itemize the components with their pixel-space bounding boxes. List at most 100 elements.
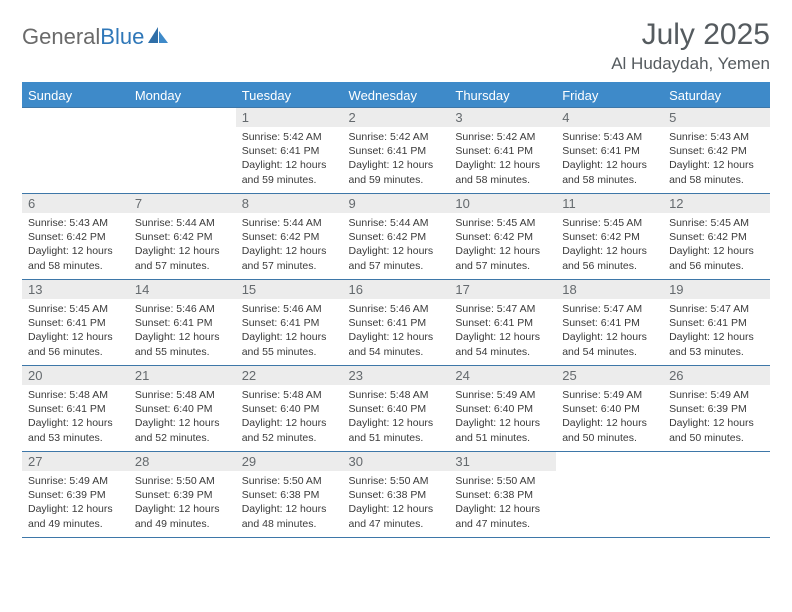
daylight-text: Daylight: 12 hours and 54 minutes. [349,330,444,358]
calendar-cell: 26Sunrise: 5:49 AMSunset: 6:39 PMDayligh… [663,366,770,452]
location: Al Hudaydah, Yemen [611,54,770,74]
day-header: Tuesday [236,83,343,108]
day-details: Sunrise: 5:42 AMSunset: 6:41 PMDaylight:… [449,127,556,191]
sunset-text: Sunset: 6:40 PM [455,402,550,416]
day-details: Sunrise: 5:48 AMSunset: 6:40 PMDaylight:… [129,385,236,449]
sunset-text: Sunset: 6:41 PM [28,316,123,330]
day-header: Sunday [22,83,129,108]
day-number: 28 [129,452,236,471]
sunrise-text: Sunrise: 5:50 AM [349,474,444,488]
day-details: Sunrise: 5:42 AMSunset: 6:41 PMDaylight:… [343,127,450,191]
day-number: 6 [22,194,129,213]
sunset-text: Sunset: 6:41 PM [455,144,550,158]
sunset-text: Sunset: 6:41 PM [455,316,550,330]
day-details: Sunrise: 5:49 AMSunset: 6:39 PMDaylight:… [22,471,129,535]
day-number: 12 [663,194,770,213]
day-details: Sunrise: 5:47 AMSunset: 6:41 PMDaylight:… [663,299,770,363]
calendar-cell: 27Sunrise: 5:49 AMSunset: 6:39 PMDayligh… [22,452,129,538]
sunrise-text: Sunrise: 5:49 AM [562,388,657,402]
sunset-text: Sunset: 6:41 PM [349,144,444,158]
day-number: 1 [236,108,343,127]
daylight-text: Daylight: 12 hours and 49 minutes. [28,502,123,530]
calendar-cell: 4Sunrise: 5:43 AMSunset: 6:41 PMDaylight… [556,108,663,194]
sunrise-text: Sunrise: 5:50 AM [242,474,337,488]
calendar-cell: 6Sunrise: 5:43 AMSunset: 6:42 PMDaylight… [22,194,129,280]
sunrise-text: Sunrise: 5:42 AM [349,130,444,144]
day-number: 24 [449,366,556,385]
logo: GeneralBlue [22,24,170,50]
calendar-cell: 30Sunrise: 5:50 AMSunset: 6:38 PMDayligh… [343,452,450,538]
day-number: 11 [556,194,663,213]
daylight-text: Daylight: 12 hours and 56 minutes. [28,330,123,358]
sunset-text: Sunset: 6:41 PM [242,316,337,330]
sunrise-text: Sunrise: 5:46 AM [242,302,337,316]
header: GeneralBlue July 2025 Al Hudaydah, Yemen [22,18,770,74]
sunset-text: Sunset: 6:39 PM [669,402,764,416]
day-number: 22 [236,366,343,385]
sunrise-text: Sunrise: 5:47 AM [669,302,764,316]
day-details: Sunrise: 5:42 AMSunset: 6:41 PMDaylight:… [236,127,343,191]
sunrise-text: Sunrise: 5:46 AM [349,302,444,316]
daylight-text: Daylight: 12 hours and 56 minutes. [562,244,657,272]
logo-blue-text: Blue [100,24,144,49]
day-details: Sunrise: 5:49 AMSunset: 6:39 PMDaylight:… [663,385,770,449]
daylight-text: Daylight: 12 hours and 51 minutes. [349,416,444,444]
day-number: 26 [663,366,770,385]
calendar-cell: 21Sunrise: 5:48 AMSunset: 6:40 PMDayligh… [129,366,236,452]
daylight-text: Daylight: 12 hours and 58 minutes. [28,244,123,272]
day-details: Sunrise: 5:44 AMSunset: 6:42 PMDaylight:… [343,213,450,277]
sunrise-text: Sunrise: 5:50 AM [455,474,550,488]
day-details: Sunrise: 5:46 AMSunset: 6:41 PMDaylight:… [129,299,236,363]
calendar-cell: 10Sunrise: 5:45 AMSunset: 6:42 PMDayligh… [449,194,556,280]
day-details: Sunrise: 5:45 AMSunset: 6:41 PMDaylight:… [22,299,129,363]
calendar-cell: 8Sunrise: 5:44 AMSunset: 6:42 PMDaylight… [236,194,343,280]
daylight-text: Daylight: 12 hours and 55 minutes. [135,330,230,358]
sunset-text: Sunset: 6:42 PM [669,230,764,244]
sunrise-text: Sunrise: 5:48 AM [28,388,123,402]
day-details: Sunrise: 5:43 AMSunset: 6:41 PMDaylight:… [556,127,663,191]
day-number: 23 [343,366,450,385]
day-details: Sunrise: 5:46 AMSunset: 6:41 PMDaylight:… [343,299,450,363]
logo-general-text: General [22,24,100,49]
day-details: Sunrise: 5:50 AMSunset: 6:38 PMDaylight:… [449,471,556,535]
calendar-cell: 11Sunrise: 5:45 AMSunset: 6:42 PMDayligh… [556,194,663,280]
day-details: Sunrise: 5:48 AMSunset: 6:40 PMDaylight:… [236,385,343,449]
calendar-cell: 13Sunrise: 5:45 AMSunset: 6:41 PMDayligh… [22,280,129,366]
sunset-text: Sunset: 6:41 PM [28,402,123,416]
day-details: Sunrise: 5:47 AMSunset: 6:41 PMDaylight:… [449,299,556,363]
sunset-text: Sunset: 6:42 PM [349,230,444,244]
sunrise-text: Sunrise: 5:49 AM [455,388,550,402]
day-number: 4 [556,108,663,127]
sunrise-text: Sunrise: 5:47 AM [455,302,550,316]
month-title: July 2025 [611,18,770,52]
calendar-cell: 29Sunrise: 5:50 AMSunset: 6:38 PMDayligh… [236,452,343,538]
day-number: 21 [129,366,236,385]
day-number: 13 [22,280,129,299]
day-details: Sunrise: 5:44 AMSunset: 6:42 PMDaylight:… [236,213,343,277]
day-number: 19 [663,280,770,299]
calendar-cell: 17Sunrise: 5:47 AMSunset: 6:41 PMDayligh… [449,280,556,366]
sunrise-text: Sunrise: 5:45 AM [28,302,123,316]
daylight-text: Daylight: 12 hours and 56 minutes. [669,244,764,272]
daylight-text: Daylight: 12 hours and 49 minutes. [135,502,230,530]
sunset-text: Sunset: 6:42 PM [28,230,123,244]
sunrise-text: Sunrise: 5:45 AM [669,216,764,230]
sunset-text: Sunset: 6:41 PM [562,316,657,330]
sunset-text: Sunset: 6:41 PM [669,316,764,330]
calendar-week-row: 6Sunrise: 5:43 AMSunset: 6:42 PMDaylight… [22,194,770,280]
sunrise-text: Sunrise: 5:44 AM [135,216,230,230]
daylight-text: Daylight: 12 hours and 58 minutes. [669,158,764,186]
sunset-text: Sunset: 6:40 PM [349,402,444,416]
daylight-text: Daylight: 12 hours and 50 minutes. [669,416,764,444]
sunrise-text: Sunrise: 5:49 AM [669,388,764,402]
daylight-text: Daylight: 12 hours and 58 minutes. [455,158,550,186]
daylight-text: Daylight: 12 hours and 48 minutes. [242,502,337,530]
daylight-text: Daylight: 12 hours and 55 minutes. [242,330,337,358]
calendar-week-row: 20Sunrise: 5:48 AMSunset: 6:41 PMDayligh… [22,366,770,452]
day-number: 27 [22,452,129,471]
daylight-text: Daylight: 12 hours and 47 minutes. [455,502,550,530]
day-header: Saturday [663,83,770,108]
calendar-cell: 18Sunrise: 5:47 AMSunset: 6:41 PMDayligh… [556,280,663,366]
sunrise-text: Sunrise: 5:45 AM [455,216,550,230]
day-number: 18 [556,280,663,299]
